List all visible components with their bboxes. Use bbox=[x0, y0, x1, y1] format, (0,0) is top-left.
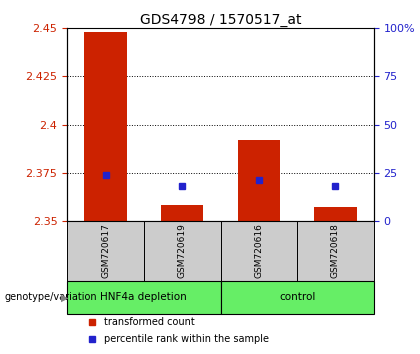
Text: GSM720616: GSM720616 bbox=[255, 223, 263, 278]
Bar bbox=[67, 221, 144, 281]
Text: GSM720617: GSM720617 bbox=[101, 223, 110, 278]
Text: HNF4a depletion: HNF4a depletion bbox=[100, 292, 187, 302]
Text: percentile rank within the sample: percentile rank within the sample bbox=[104, 334, 269, 344]
Text: GSM720618: GSM720618 bbox=[331, 223, 340, 278]
Bar bbox=[297, 221, 374, 281]
Text: control: control bbox=[279, 292, 315, 302]
Bar bbox=[161, 205, 203, 221]
Title: GDS4798 / 1570517_at: GDS4798 / 1570517_at bbox=[140, 13, 301, 27]
Bar bbox=[84, 32, 126, 221]
Text: ▶: ▶ bbox=[61, 292, 68, 302]
Bar bbox=[67, 281, 220, 314]
Bar bbox=[220, 221, 297, 281]
Bar bbox=[144, 221, 220, 281]
Text: genotype/variation: genotype/variation bbox=[4, 292, 97, 302]
Text: GSM720619: GSM720619 bbox=[178, 223, 186, 278]
Text: transformed count: transformed count bbox=[104, 317, 195, 327]
Bar bbox=[315, 207, 357, 221]
Bar bbox=[238, 140, 280, 221]
Bar bbox=[220, 281, 374, 314]
